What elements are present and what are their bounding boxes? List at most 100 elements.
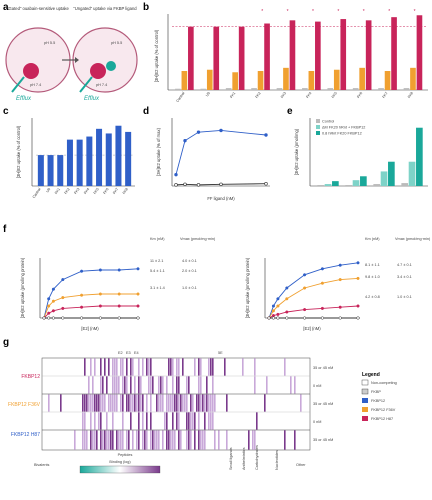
panel-letter-c: c <box>3 106 9 117</box>
g-cell-2-170 <box>170 394 172 412</box>
f-right-point-3-1 <box>271 316 276 320</box>
f-left-point-1-6 <box>117 292 121 296</box>
g-cell-4-108 <box>108 430 110 450</box>
g-cell-2-180 <box>180 394 182 412</box>
f-right-line-2 <box>268 305 359 319</box>
f-left-point-0-4 <box>80 269 84 273</box>
g-cell-4-168 <box>168 430 170 450</box>
b-bar-0-5 <box>302 88 308 90</box>
c-bar-3 <box>66 139 73 186</box>
b-bar-0-1 <box>200 88 207 90</box>
d-point-0-4 <box>264 133 268 137</box>
g-cell-4-94 <box>94 430 96 450</box>
b-bar-1-1 <box>206 69 213 90</box>
g-cell-4-154 <box>154 430 156 450</box>
c-bar-9 <box>125 131 132 186</box>
f-left-point-1-7 <box>136 292 140 296</box>
f-left-point-1-4 <box>80 293 84 297</box>
d-point-0-2 <box>196 130 201 134</box>
f-right-point-0-3 <box>285 286 289 290</box>
e-bar-1-0 <box>324 184 332 186</box>
panel-f-right-xlabel: [E2] (nM) <box>303 326 321 331</box>
g-cond-0: 35 or 45 nM <box>313 366 333 370</box>
b-cat-0: Control <box>176 91 186 103</box>
f-left-point-2-1 <box>47 311 51 315</box>
f-left-point-3-0 <box>42 316 46 320</box>
g-cell-2-142 <box>142 394 144 412</box>
g-cell-1-290 <box>290 376 292 394</box>
g-row-label-0: FKBP12 <box>21 374 40 380</box>
g-cell-1-186 <box>186 376 188 394</box>
g-cell-2-264 <box>264 394 266 412</box>
transition-arrowhead <box>75 57 79 63</box>
efflux-label-right: Efflux <box>84 96 100 102</box>
g-cell-0-194 <box>194 358 196 376</box>
f-right-point-2-5 <box>320 306 324 310</box>
g-legend-label-4: FKBP12 H87 <box>371 417 393 421</box>
f-left-vmax-2: 1.0 ± 0.1 <box>182 286 197 290</box>
g-cell-0-90 <box>90 358 92 376</box>
g-cell-0-168 <box>168 358 170 376</box>
g-cell-0-84 <box>84 358 86 376</box>
g-cell-4-178 <box>178 430 180 450</box>
g-cell-1-162 <box>162 376 164 394</box>
f-right-line-0 <box>268 262 359 319</box>
g-cell-0-132 <box>132 358 134 376</box>
g-cell-2-162 <box>162 394 164 412</box>
g-cell-2-206 <box>206 394 208 412</box>
f-left-point-1-1 <box>47 304 51 308</box>
g-cell-4-214 <box>214 430 216 450</box>
g-cell-0-176 <box>176 358 178 376</box>
d-point-1-1 <box>183 182 187 187</box>
b-cat-6: FK5 <box>331 91 338 99</box>
e-bar-0-3 <box>401 183 409 186</box>
g-cell-2-178 <box>178 394 180 412</box>
g-cell-2-130 <box>130 394 132 412</box>
g-cell-0-130 <box>130 358 132 376</box>
g-cell-0-116 <box>116 358 118 376</box>
g-cell-0-94 <box>94 358 96 376</box>
f-right-vmax-1: 3.4 ± 0.1 <box>397 275 412 279</box>
g-cell-3-192 <box>192 412 194 430</box>
g-cell-0-208 <box>208 358 210 376</box>
g-cell-4-294 <box>294 430 296 450</box>
g-cell-0-150 <box>150 358 152 376</box>
legend-e-label-2: 0.8 hRnt FK20 FKBP12 <box>322 132 362 136</box>
g-cell-2-114 <box>114 394 116 412</box>
g-cell-1-134 <box>134 376 136 394</box>
g-cell-1-198 <box>198 376 200 394</box>
efflux-arrow-left <box>11 76 25 93</box>
b-bar-2-6 <box>340 19 347 90</box>
d-point-1-4 <box>264 182 268 186</box>
g-cell-3-98 <box>98 412 100 430</box>
b-bar-0-8 <box>378 88 384 90</box>
panel-b-ylabel: [3H]E2 uptake (% of control) <box>154 29 159 82</box>
g-cell-1-158 <box>158 376 160 394</box>
legend-e-swatch-0 <box>316 119 320 123</box>
g-legend-swatch-1 <box>361 388 369 395</box>
f-right-km-2: 4.2 ± 0.8 <box>365 295 380 299</box>
panel-b-chart: [3H]E2 uptake (% of control) Control U0 FK… <box>154 9 428 103</box>
g-cell-4-186 <box>186 430 188 450</box>
g-cell-0-212 <box>212 358 214 376</box>
g-cell-3-106 <box>106 412 108 430</box>
g-cell-2-128 <box>128 394 130 412</box>
ph-bottom-left: pH 7.4 <box>30 83 41 87</box>
f-right-point-0-6 <box>338 263 342 267</box>
g-cell-1-200 <box>200 376 202 394</box>
e-bar-1-2 <box>380 171 388 186</box>
c-cat-0: Control <box>32 187 42 199</box>
b-bar-1-2 <box>232 72 238 90</box>
f-right-point-3-3 <box>285 316 289 320</box>
g-cbar-label: Binding (log) <box>109 460 131 464</box>
g-cell-4-96 <box>96 430 98 450</box>
panel-letter-e: e <box>287 106 293 117</box>
g-cell-2-92 <box>92 394 94 412</box>
g-bottom-label-1: Peptides <box>118 453 133 457</box>
g-cell-1-166 <box>166 376 168 394</box>
g-cell-3-130 <box>130 412 132 430</box>
g-bottom-label-4: Carbohydrates <box>255 445 259 470</box>
g-cell-4-106 <box>106 430 108 450</box>
f-right-point-2-7 <box>356 304 360 308</box>
